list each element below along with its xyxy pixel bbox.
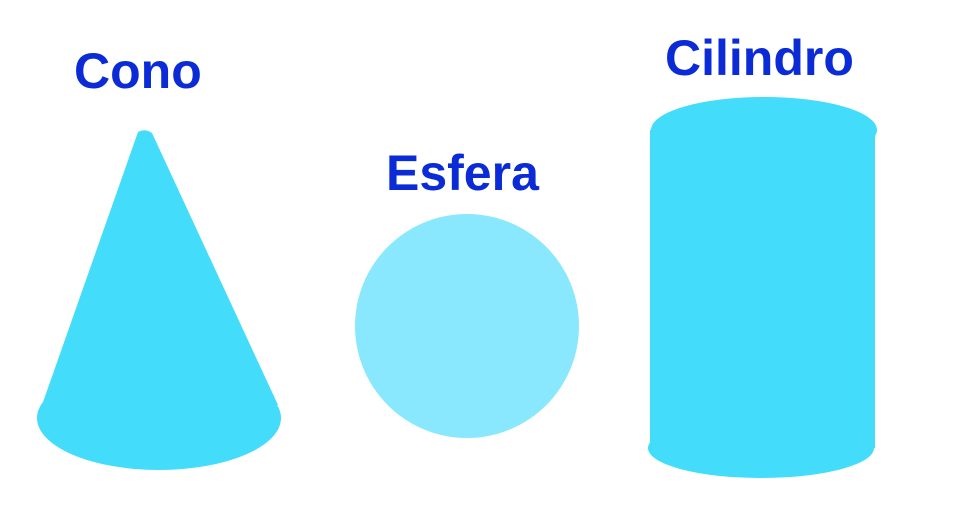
sphere-label: Esfera: [386, 145, 539, 201]
cylinder-body: [650, 130, 875, 448]
cylinder-shape: [648, 97, 877, 478]
cone-body: [42, 130, 278, 405]
sphere-shape: [355, 214, 579, 438]
cylinder-label: Cilindro: [665, 30, 854, 86]
cone-base: [37, 366, 281, 470]
cone-label: Cono: [74, 43, 202, 99]
cylinder-top: [651, 97, 877, 163]
cone-shape: [37, 130, 281, 470]
cylinder-bottom: [648, 418, 874, 478]
